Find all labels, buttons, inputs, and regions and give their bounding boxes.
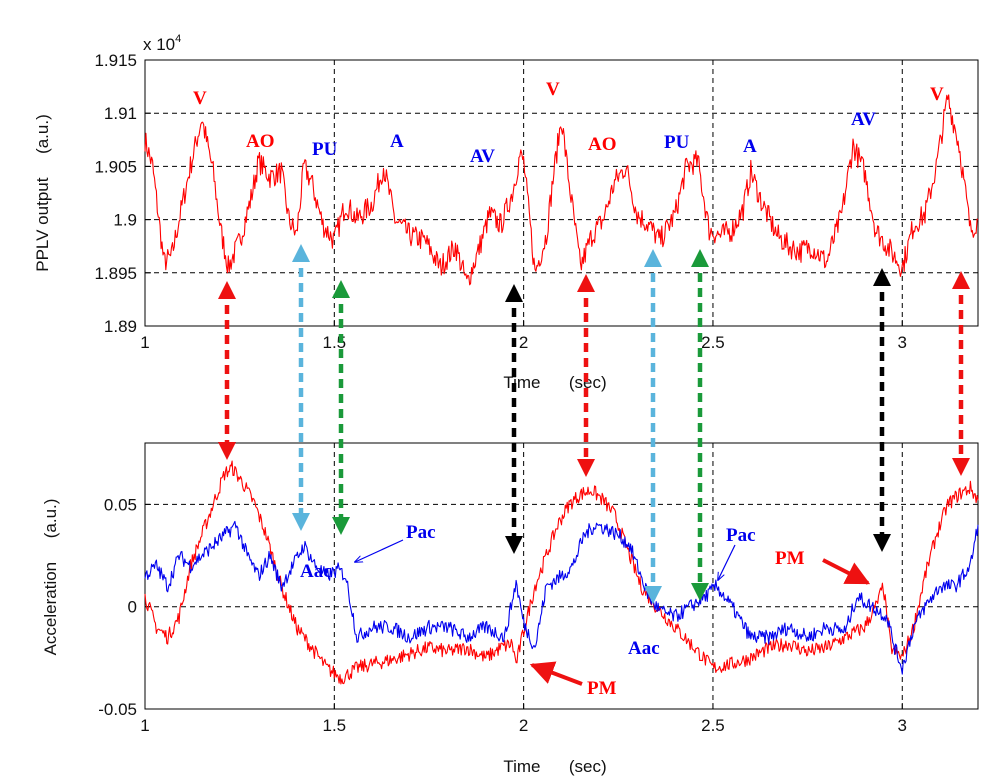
annotation-av-2: AV — [851, 109, 876, 130]
annotation-pm-1: PM — [587, 678, 617, 699]
annotation-av-1: AV — [470, 146, 495, 167]
y-tick-label: 1.89 — [104, 317, 137, 336]
x-tick-label: 3 — [898, 333, 907, 352]
x-tick-label: 1.5 — [322, 716, 346, 735]
bottom-tick-labels: 1 1.5 2 2.5 3 -0.05 0 0.05 — [98, 495, 907, 735]
x-tick-label: 3 — [898, 716, 907, 735]
annotation-pac-2: Pac — [726, 525, 756, 546]
y-tick-label: -0.05 — [98, 700, 137, 719]
series-line-0-0 — [144, 94, 979, 286]
bottom-x-axis-label: Time (sec) — [503, 757, 606, 776]
y-tick-label: 1.905 — [94, 157, 137, 176]
series-line-1-0 — [144, 460, 979, 685]
top-annotations: V AO PU A AV V AO PU A AV V — [193, 79, 944, 167]
annotation-ao-1: AO — [246, 131, 275, 152]
top-plot-frame — [144, 59, 979, 327]
annotation-aac-2: Aac — [628, 638, 660, 659]
annotation-a-2: A — [743, 136, 757, 157]
annotation-pu-1: PU — [312, 139, 338, 160]
x-tick-label: 2.5 — [701, 333, 725, 352]
top-grid — [144, 59, 978, 327]
x-tick-label: 2 — [519, 716, 528, 735]
y-tick-label: 1.9 — [113, 211, 137, 230]
annotation-pac-1: Pac — [406, 522, 436, 543]
annotation-pu-2: PU — [664, 132, 690, 153]
x-tick-label: 2.5 — [701, 716, 725, 735]
x-tick-label: 1 — [140, 716, 149, 735]
y-tick-label: 0.05 — [104, 495, 137, 514]
annotation-a-1: A — [390, 131, 404, 152]
x-tick-label: 2 — [519, 333, 528, 352]
bottom-y-axis-label: Acceleration (a.u.) — [41, 499, 60, 656]
annotation-pm-1-pointer — [529, 661, 583, 686]
annotation-v-1: V — [193, 88, 207, 109]
annotation-v-2: V — [546, 79, 560, 100]
annotation-v-3: V — [930, 84, 944, 105]
x-tick-label: 1 — [140, 333, 149, 352]
annotation-pm-2-pointer — [822, 558, 871, 585]
bottom-annotations: Pac Aac PM Pac Aac PM — [300, 522, 871, 699]
top-exponent-label: x 104 — [143, 33, 181, 54]
annotation-pm-2: PM — [775, 548, 805, 569]
series-line-1-1 — [144, 520, 979, 675]
y-tick-label: 1.915 — [94, 51, 137, 70]
bottom-series-group — [144, 460, 979, 685]
annotation-ao-2: AO — [588, 134, 617, 155]
top-y-axis-label: PPLV output (a.u.) — [33, 114, 52, 272]
annotation-pac-2-pointer — [718, 544, 736, 580]
annotation-pac-1-pointer — [355, 539, 404, 562]
correspondence-arrows — [218, 244, 970, 604]
y-tick-label: 1.895 — [94, 264, 137, 283]
annotation-aac-1: Aac — [300, 561, 332, 582]
top-series-group — [144, 94, 979, 286]
y-tick-label: 0 — [128, 598, 137, 617]
top-x-axis-label: Time (sec) — [503, 373, 606, 392]
y-tick-label: 1.91 — [104, 104, 137, 123]
